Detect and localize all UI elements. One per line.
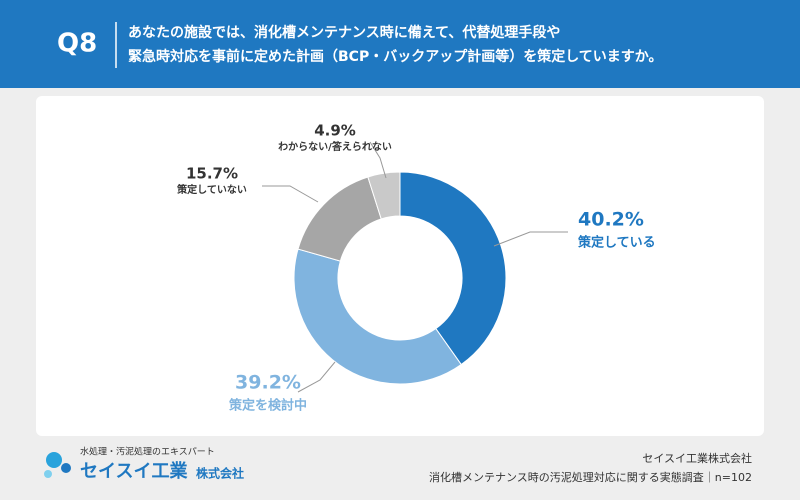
source: セイスイ工業株式会社	[642, 451, 752, 465]
donut-slice	[367, 171, 401, 220]
logo: 水処理・汚泥処理のエキスパート セイスイ工業 株式会社	[44, 446, 244, 482]
value-label: 39.2%	[235, 372, 301, 394]
logo-dot	[44, 470, 52, 478]
category-label: わからない/答えられない	[278, 140, 392, 153]
donut-slice	[399, 171, 507, 366]
badge: Q8	[57, 29, 97, 59]
category-label: 策定していない	[177, 183, 247, 196]
brand-suffix: 株式会社	[196, 466, 244, 481]
category-label: 策定を検討中	[229, 398, 307, 414]
value-label: 40.2%	[578, 209, 644, 231]
category-label: 策定している	[578, 235, 656, 251]
value-label: 4.9%	[314, 122, 356, 140]
question-line: あなたの施設では、消化槽メンテナンス時に備えて、代替処理手段や	[128, 24, 560, 41]
leader-line	[369, 141, 387, 179]
value-label: 15.7%	[186, 165, 238, 183]
question-line: 緊急時対応を事前に定めた計画（BCP・バックアップ計画等）を策定していますか。	[128, 48, 663, 65]
logo-dot	[46, 452, 62, 468]
chart-card	[36, 96, 764, 436]
brand: セイスイ工業	[80, 460, 188, 482]
header-band	[0, 0, 800, 88]
tagline: 水処理・汚泥処理のエキスパート	[80, 446, 215, 458]
logo-dot	[61, 463, 71, 473]
leader-line	[493, 231, 568, 247]
donut-chart: 40.2% 策定している 39.2% 策定を検討中 15.7%策定していない 4.9%わか…	[177, 122, 655, 414]
source: 消化槽メンテナンス時の汚泥処理対応に関する実態調査｜n=102	[429, 470, 752, 484]
leader-line	[297, 361, 336, 393]
leader-line	[262, 185, 319, 203]
donut-slice	[293, 248, 462, 385]
